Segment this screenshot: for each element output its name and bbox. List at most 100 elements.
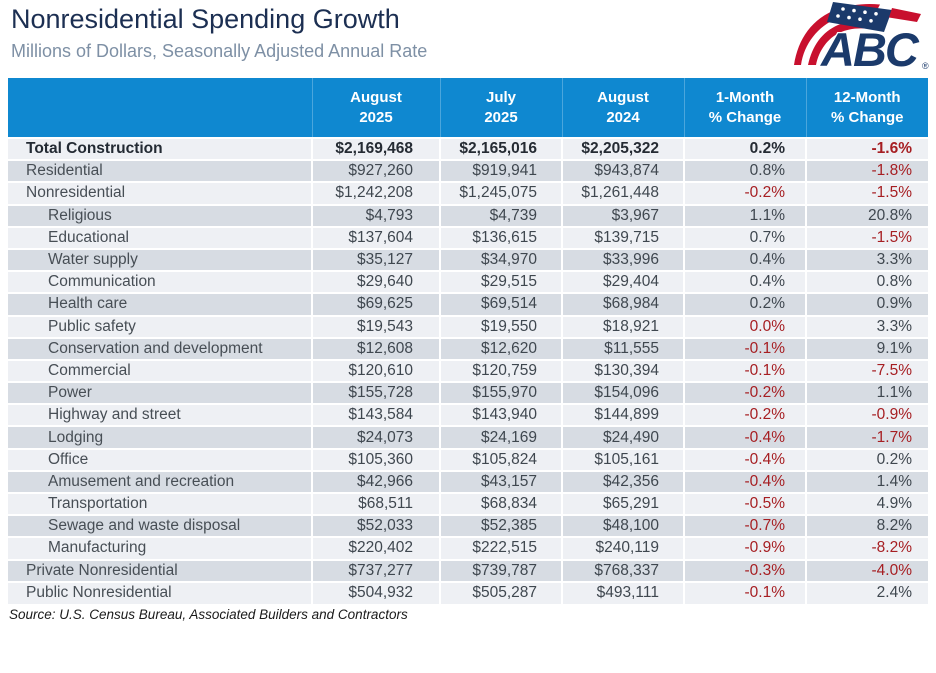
row-label: Health care [8, 292, 312, 316]
dollar-value-cell: $154,096 [561, 381, 684, 405]
dollar-value-cell: $222,515 [439, 536, 562, 560]
dollar-value-cell: $143,584 [311, 403, 440, 427]
table-row: Conservation and development $12,608 $12,6… [8, 336, 928, 360]
table-row: Manufacturing $220,402 $222,515 $240,119 -0.… [8, 536, 928, 560]
row-label: Conservation and development [8, 336, 312, 360]
dollar-value-cell: $12,620 [439, 336, 562, 360]
dollar-value-cell: $48,100 [561, 514, 684, 538]
dollar-value-cell: $43,157 [439, 469, 562, 493]
dollar-value-cell: $137,604 [311, 225, 440, 249]
dollar-value-cell: $943,874 [561, 159, 684, 183]
row-label: Water supply [8, 247, 312, 272]
table-row: Water supply $35,127 $34,970 $33,996 0.4% 3.3… [8, 247, 928, 272]
table-row: Religious $4,793 $4,739 $3,967 1.1% 20.8% [8, 203, 928, 227]
dollar-value-cell: $68,984 [561, 292, 684, 316]
dollar-value-cell: $105,161 [561, 447, 684, 471]
table-row: Transportation $68,511 $68,834 $65,291 -0.5%… [8, 491, 928, 516]
dollar-value-cell: $2,169,468 [311, 136, 440, 161]
dollar-value-cell: $19,550 [439, 314, 562, 338]
dollar-value-cell: $505,287 [439, 580, 562, 604]
table-row: Power $155,728 $155,970 $154,096 -0.2% 1.1% [8, 381, 928, 405]
percent-change-cell: 4.9% [805, 491, 928, 516]
dollar-value-cell: $120,610 [311, 358, 440, 383]
table-header-row: August 2025 July 2025 August 2024 1-Month %… [8, 78, 928, 138]
row-label: Nonresidential [8, 181, 312, 205]
spending-table: August 2025 July 2025 August 2024 1-Month %… [8, 78, 928, 604]
percent-change-cell: 0.2% [805, 447, 928, 471]
percent-change-cell: -0.4% [683, 447, 806, 471]
percent-change-cell: 20.8% [805, 203, 928, 227]
row-label: Highway and street [8, 403, 312, 427]
percent-change-cell: 1.1% [683, 203, 806, 227]
svg-text:ABC: ABC [820, 23, 920, 72]
column-header-row-label [8, 78, 312, 138]
table-row: Communication $29,640 $29,515 $29,404 0.4% 0.… [8, 270, 928, 294]
dollar-value-cell: $42,356 [561, 469, 684, 493]
dollar-value-cell: $42,966 [311, 469, 440, 493]
dollar-value-cell: $155,728 [311, 381, 440, 405]
table-header: August 2025 July 2025 August 2024 1-Month %… [8, 78, 928, 138]
percent-change-cell: -0.7% [683, 514, 806, 538]
dollar-value-cell: $1,245,075 [439, 181, 562, 205]
percent-change-cell: 1.1% [805, 381, 928, 405]
dollar-value-cell: $155,970 [439, 381, 562, 405]
percent-change-cell: -4.0% [805, 558, 928, 582]
dollar-value-cell: $120,759 [439, 358, 562, 383]
dollar-value-cell: $68,834 [439, 491, 562, 516]
dollar-value-cell: $18,921 [561, 314, 684, 338]
svg-text:®: ® [922, 61, 929, 71]
percent-change-cell: 2.4% [805, 580, 928, 604]
table-row: Sewage and waste disposal $52,033 $52,385 $… [8, 514, 928, 538]
percent-change-cell: -0.2% [683, 381, 806, 405]
dollar-value-cell: $130,394 [561, 358, 684, 383]
row-label: Educational [8, 225, 312, 249]
dollar-value-cell: $34,970 [439, 247, 562, 272]
dollar-value-cell: $3,967 [561, 203, 684, 227]
report-page: Nonresidential Spending Growth Millions … [8, 2, 929, 622]
percent-change-cell: -1.8% [805, 159, 928, 183]
dollar-value-cell: $768,337 [561, 558, 684, 582]
row-label: Religious [8, 203, 312, 227]
percent-change-cell: 3.3% [805, 314, 928, 338]
dollar-value-cell: $1,242,208 [311, 181, 440, 205]
percent-change-cell: 0.0% [683, 314, 806, 338]
percent-change-cell: 0.2% [683, 292, 806, 316]
dollar-value-cell: $144,899 [561, 403, 684, 427]
row-label: Commercial [8, 358, 312, 383]
dollar-value-cell: $105,824 [439, 447, 562, 471]
row-label: Lodging [8, 425, 312, 449]
dollar-value-cell: $220,402 [311, 536, 440, 560]
dollar-value-cell: $240,119 [561, 536, 684, 560]
dollar-value-cell: $68,511 [311, 491, 440, 516]
dollar-value-cell: $12,608 [311, 336, 440, 360]
row-label: Manufacturing [8, 536, 312, 560]
percent-change-cell: -0.1% [683, 580, 806, 604]
percent-change-cell: 0.2% [683, 136, 806, 161]
row-label: Power [8, 381, 312, 405]
abc-flag-logo-icon: ABC ® [794, 2, 929, 77]
percent-change-cell: 0.4% [683, 270, 806, 294]
percent-change-cell: -0.2% [683, 403, 806, 427]
table-row: Lodging $24,073 $24,169 $24,490 -0.4% -1.7% [8, 425, 928, 449]
column-header-august-2025: August 2025 [311, 78, 440, 138]
source-note: Source: U.S. Census Bureau, Associated B… [9, 606, 408, 622]
dollar-value-cell: $143,940 [439, 403, 562, 427]
percent-change-cell: 3.3% [805, 247, 928, 272]
percent-change-cell: -0.1% [683, 358, 806, 383]
column-header-1-month-change: 1-Month % Change [683, 78, 806, 138]
percent-change-cell: 0.8% [683, 159, 806, 183]
percent-change-cell: -0.1% [683, 336, 806, 360]
dollar-value-cell: $927,260 [311, 159, 440, 183]
dollar-value-cell: $739,787 [439, 558, 562, 582]
dollar-value-cell: $4,739 [439, 203, 562, 227]
row-label: Transportation [8, 491, 312, 516]
table-row: Educational $137,604 $136,615 $139,715 0.7% -… [8, 225, 928, 249]
dollar-value-cell: $24,490 [561, 425, 684, 449]
percent-change-cell: 1.4% [805, 469, 928, 493]
percent-change-cell: 9.1% [805, 336, 928, 360]
page-title: Nonresidential Spending Growth [11, 4, 400, 34]
percent-change-cell: -0.2% [683, 181, 806, 205]
column-header-august-2024: August 2024 [561, 78, 684, 138]
table-row: Nonresidential $1,242,208 $1,245,075 $1,261… [8, 181, 928, 205]
dollar-value-cell: $52,385 [439, 514, 562, 538]
